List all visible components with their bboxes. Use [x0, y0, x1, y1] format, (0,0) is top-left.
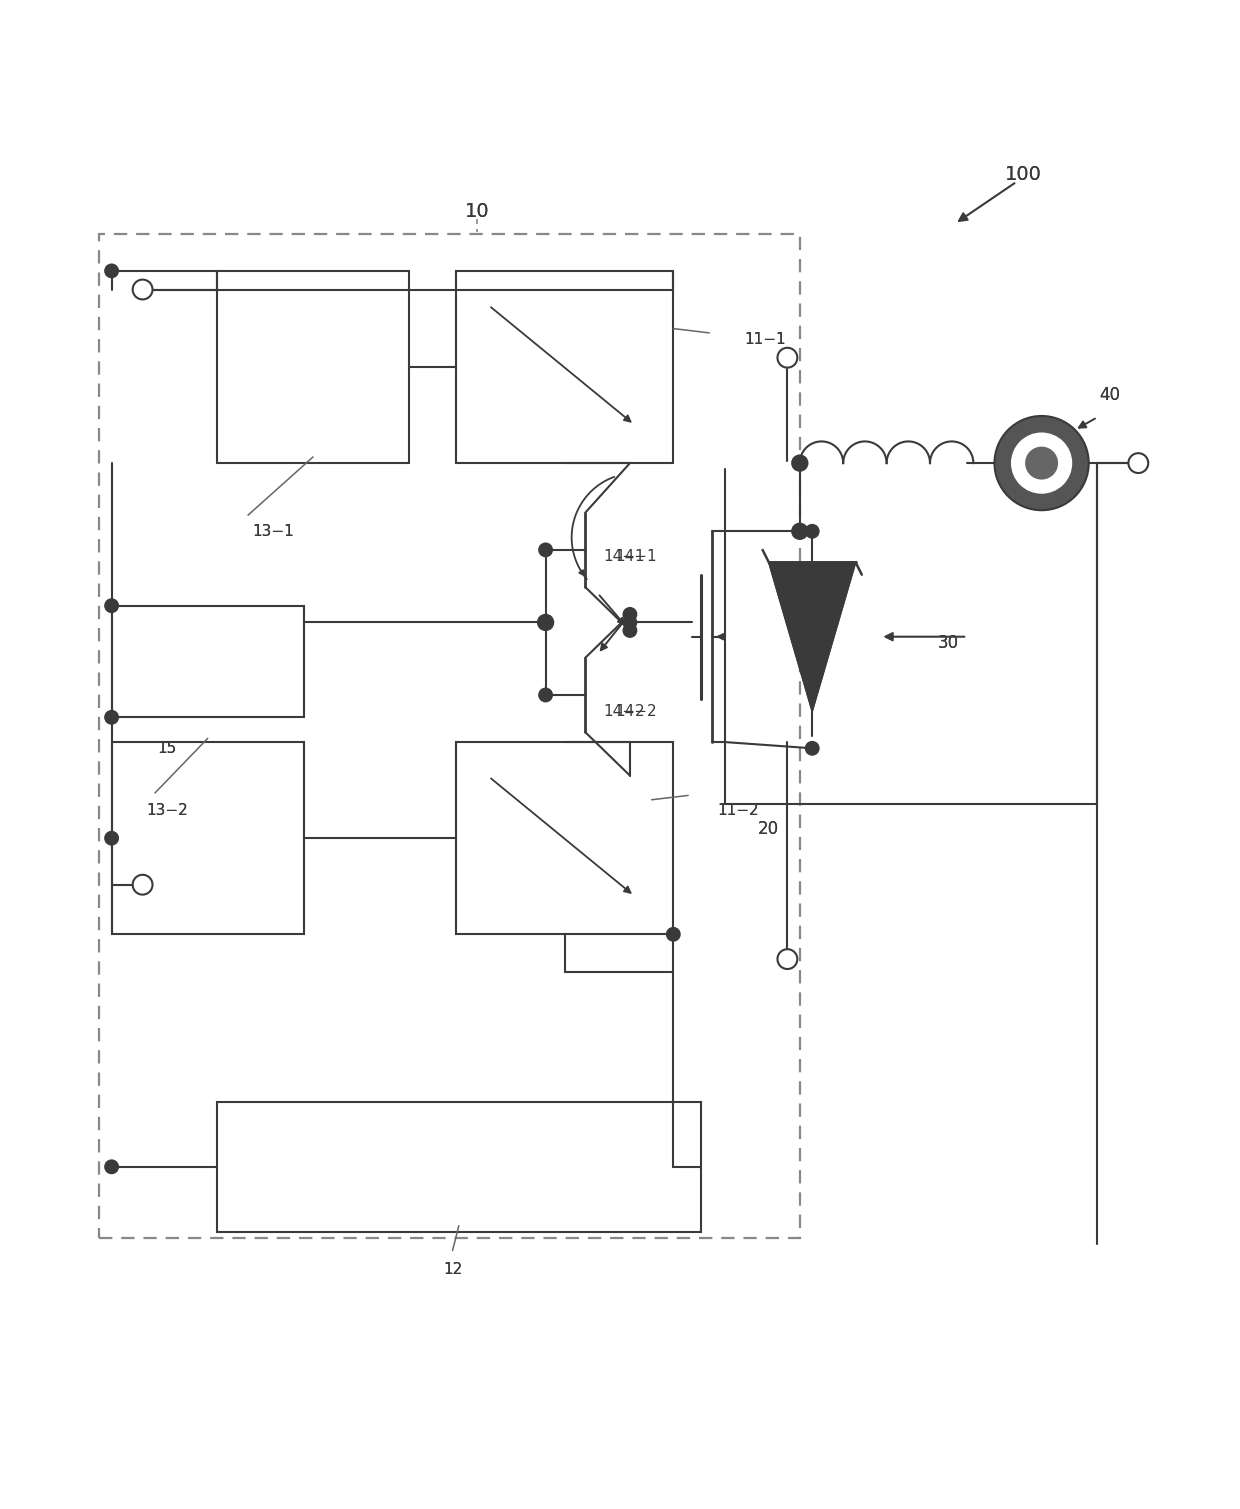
Text: 13−1: 13−1 — [252, 524, 294, 539]
Text: 100: 100 — [1004, 164, 1042, 184]
Text: 40: 40 — [1100, 386, 1120, 404]
Text: 11−2: 11−2 — [717, 803, 759, 818]
Circle shape — [104, 1159, 119, 1174]
Text: 13−2: 13−2 — [146, 803, 188, 818]
Text: 13−2: 13−2 — [146, 803, 188, 818]
Text: 11−2: 11−2 — [717, 803, 759, 818]
Text: 30: 30 — [937, 634, 960, 652]
Circle shape — [666, 927, 681, 942]
Text: 100: 100 — [1004, 164, 1042, 184]
Bar — [99, 234, 800, 1237]
Circle shape — [1025, 447, 1058, 480]
Text: 20: 20 — [758, 819, 780, 837]
Circle shape — [622, 607, 637, 622]
Circle shape — [622, 616, 637, 629]
Circle shape — [777, 347, 797, 368]
Circle shape — [104, 709, 119, 724]
Bar — [112, 742, 304, 934]
Circle shape — [791, 522, 808, 540]
Circle shape — [994, 416, 1089, 510]
Text: 12: 12 — [443, 1262, 463, 1277]
Text: 14−2: 14−2 — [603, 703, 645, 718]
Bar — [112, 605, 304, 717]
Circle shape — [538, 542, 553, 557]
Text: 11−1: 11−1 — [744, 332, 786, 347]
Bar — [456, 742, 673, 934]
Text: 20: 20 — [758, 819, 780, 837]
Text: 14−2: 14−2 — [615, 703, 657, 718]
Circle shape — [133, 279, 153, 299]
Bar — [456, 272, 673, 463]
Bar — [217, 272, 409, 463]
Text: 30: 30 — [937, 634, 960, 652]
Text: 10: 10 — [465, 202, 490, 220]
Text: 15: 15 — [157, 741, 177, 756]
Text: 12: 12 — [443, 1262, 463, 1277]
Text: 15: 15 — [157, 741, 177, 756]
Text: 10: 10 — [465, 202, 490, 220]
Polygon shape — [769, 563, 856, 711]
Circle shape — [104, 264, 119, 278]
Circle shape — [537, 614, 554, 631]
Circle shape — [791, 454, 808, 472]
Circle shape — [777, 949, 797, 969]
Circle shape — [538, 688, 553, 702]
Bar — [217, 1102, 701, 1231]
Circle shape — [104, 598, 119, 613]
Circle shape — [104, 831, 119, 845]
Circle shape — [805, 524, 820, 539]
Text: 14−1: 14−1 — [615, 549, 657, 563]
Text: 40: 40 — [1100, 386, 1120, 404]
Text: 14−1: 14−1 — [603, 549, 645, 563]
Circle shape — [1128, 453, 1148, 472]
Circle shape — [133, 875, 153, 895]
Circle shape — [805, 741, 820, 756]
Circle shape — [1011, 433, 1073, 493]
Circle shape — [622, 623, 637, 638]
Circle shape — [538, 616, 553, 629]
Text: 13−1: 13−1 — [252, 524, 294, 539]
Text: 11−1: 11−1 — [744, 332, 786, 347]
